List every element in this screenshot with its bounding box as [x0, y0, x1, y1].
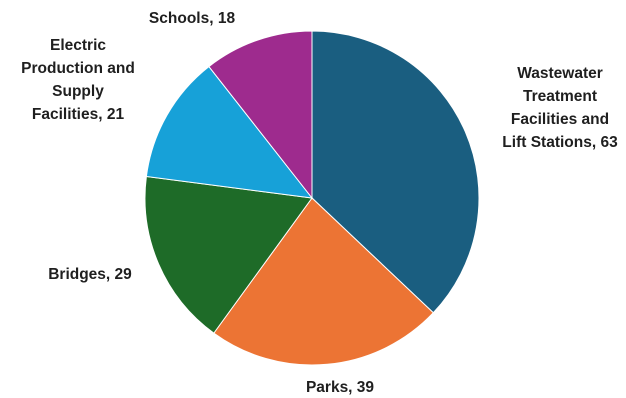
slice-label-bridges: Bridges, 29	[48, 266, 132, 283]
pie-slice-bridges	[144, 175, 313, 334]
pie-slice-schools	[208, 30, 313, 200]
slice-label-wastewater-treatment-facilities-and-lift-stations: Wastewater Treatment Facilities and Lift St…	[502, 65, 618, 151]
slice-label-parks: Parks, 39	[306, 379, 374, 396]
pie-slice-parks	[213, 197, 435, 366]
pie-slices	[144, 30, 480, 366]
pie-slice-electric-production-and-supply-facilities	[145, 65, 314, 199]
pie-labels: Wastewater Treatment Facilities and Lift St…	[21, 10, 618, 396]
pie-slice-wastewater-treatment-facilities-and-lift-stations	[311, 30, 480, 314]
slice-label-electric-production-and-supply-facilities: Electric Production and Supply Facilities, …	[21, 37, 135, 123]
slice-label-schools: Schools, 18	[149, 10, 236, 27]
